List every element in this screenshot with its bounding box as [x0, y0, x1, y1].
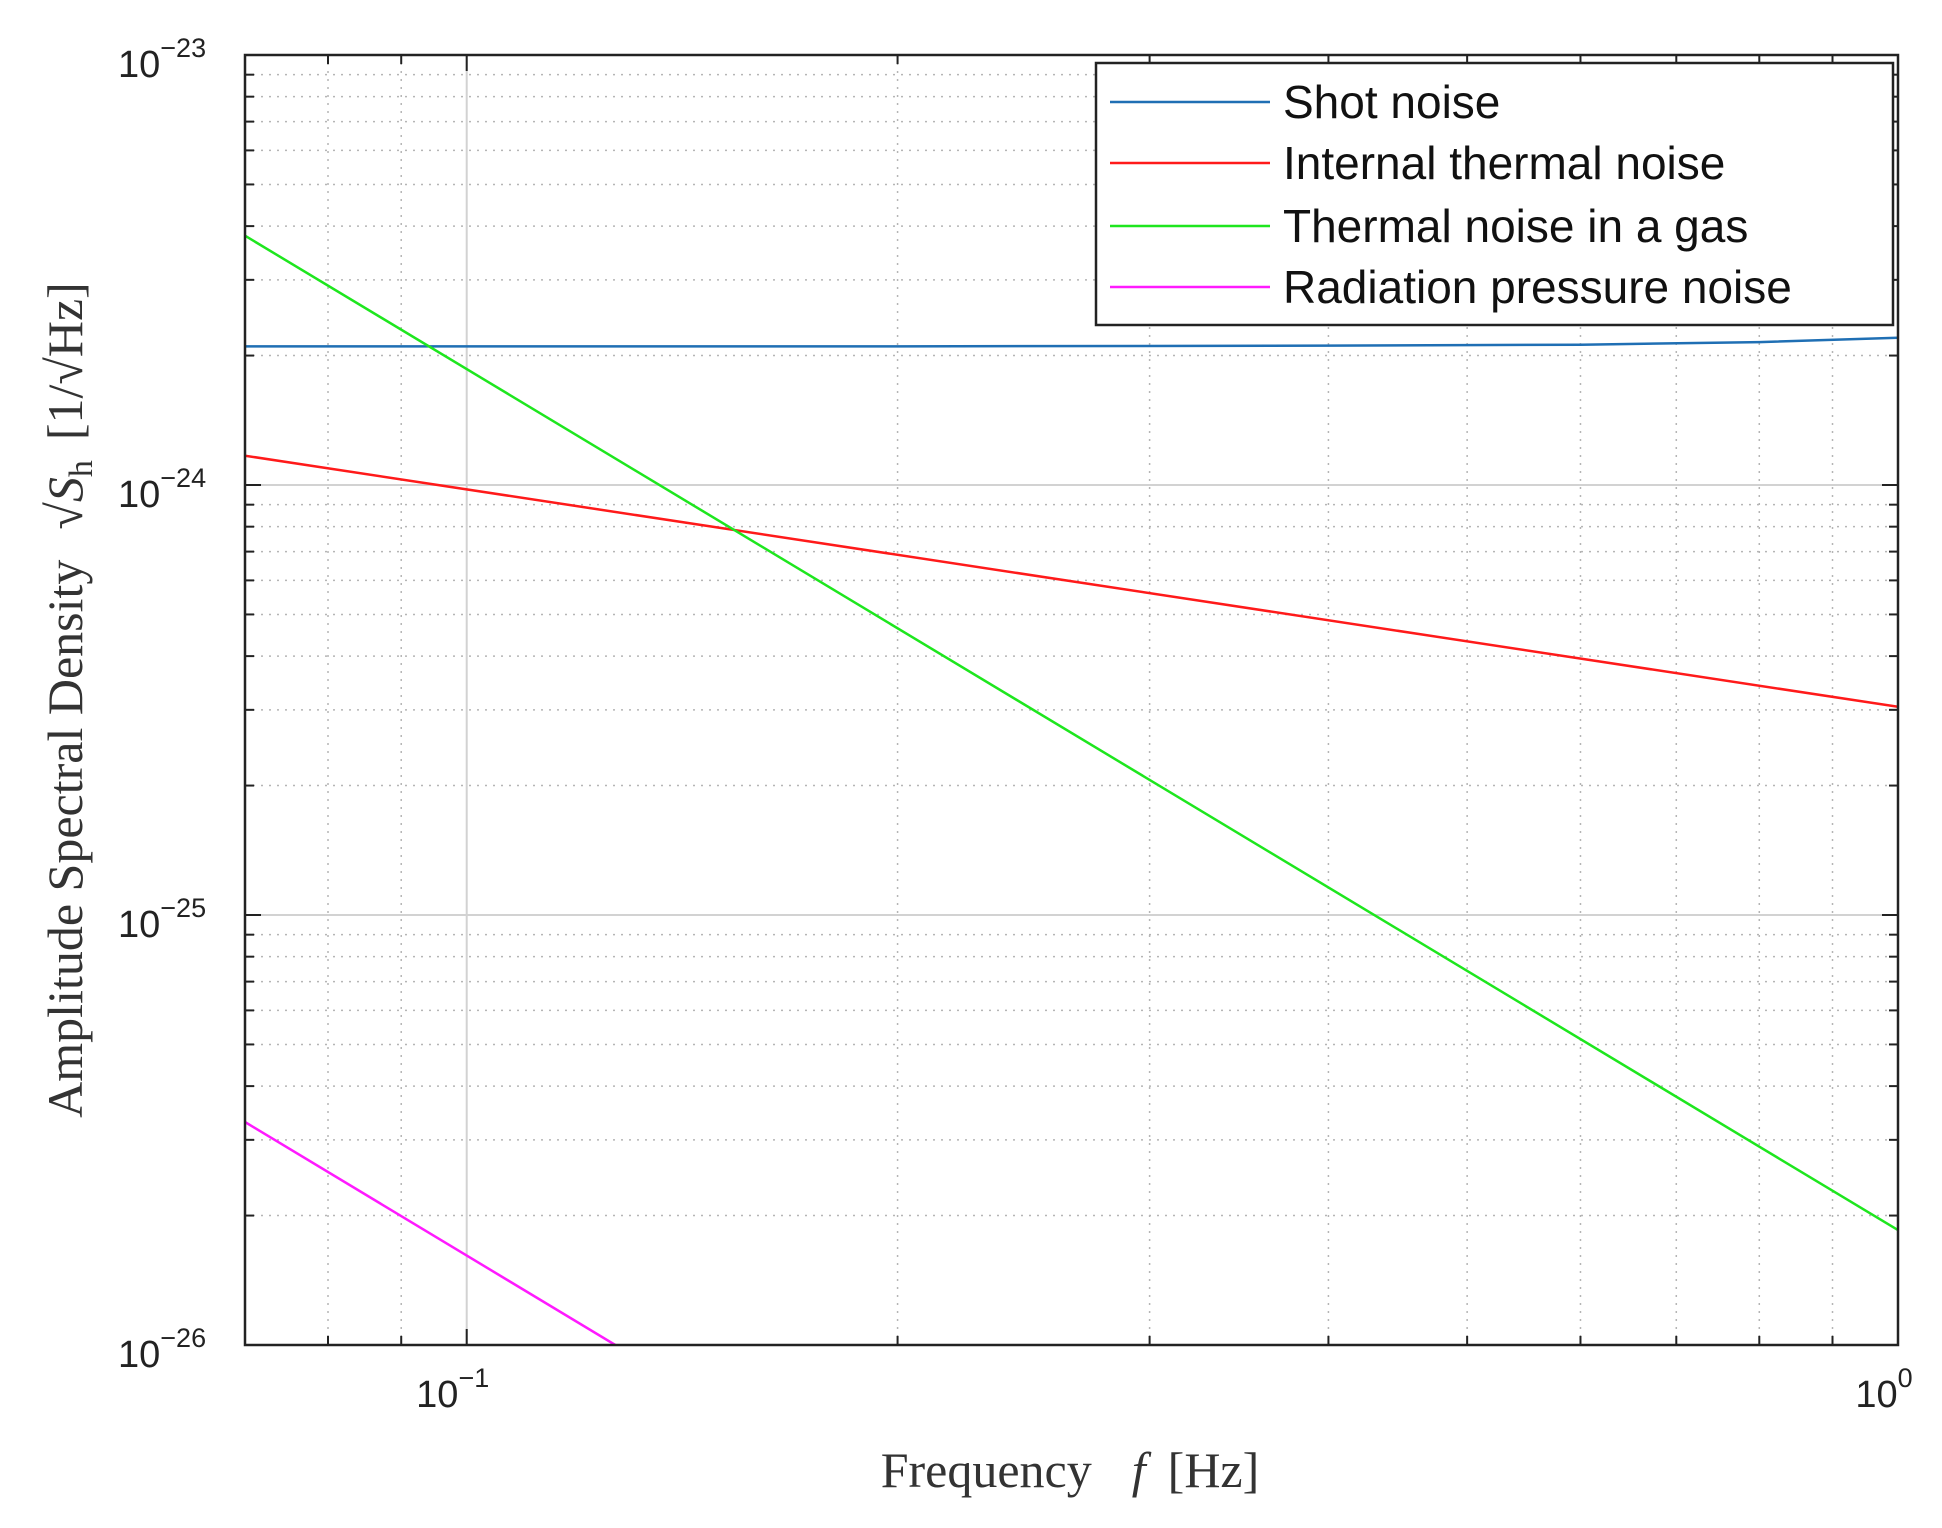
legend-entry-thermal-noise-in-a-gas: Thermal noise in a gas [1110, 200, 1748, 252]
y-tick-label-base: 10 [118, 44, 160, 86]
legend-box [1094, 61, 1895, 327]
y-axis-title: Amplitude Spectral Density √Sh [1/√Hz] [37, 282, 100, 1118]
plot-area-frame [243, 53, 1900, 1347]
legend-label-thermal-noise-in-a-gas: Thermal noise in a gas [1283, 200, 1748, 252]
x-tick-label-exponent: 0 [1898, 1363, 1913, 1393]
legend-label-radiation-pressure-noise: Radiation pressure noise [1283, 261, 1792, 313]
series-line-thermal-noise-in-a-gas [245, 234, 1898, 1232]
x-axis-title-unit: [Hz] [1168, 1442, 1260, 1498]
y-tick-label-exponent: −24 [160, 463, 206, 493]
x-tick-label-exponent: −1 [458, 1363, 489, 1393]
x-tick-label-base: 10 [1855, 1374, 1897, 1416]
legend-label-shot-noise: Shot noise [1283, 76, 1500, 128]
y-tick-label-base: 10 [118, 474, 160, 516]
series-line-shot-noise [245, 336, 1898, 348]
x-axis-title: Frequency f [Hz] [881, 1442, 1260, 1498]
x-axis-title-text: Frequency [881, 1442, 1092, 1498]
plot-lines [245, 234, 1898, 1345]
y-tick-label: 10−24 [118, 463, 206, 516]
y-tick-label-exponent: −25 [160, 893, 206, 923]
legend-entry-shot-noise: Shot noise [1110, 76, 1500, 128]
legend: Shot noise Internal thermal noise Therma… [1094, 61, 1895, 327]
series-line-radiation-pressure-noise [245, 1120, 616, 1345]
axis-ticks [245, 54, 1899, 1346]
y-tick-label: 10−25 [118, 893, 206, 946]
legend-entry-radiation-pressure-noise: Radiation pressure noise [1110, 261, 1792, 313]
x-tick-label: 10−1 [416, 1363, 489, 1416]
x-tick-label: 100 [1855, 1363, 1912, 1416]
y-tick-label-exponent: −26 [160, 1323, 206, 1353]
legend-entry-internal-thermal-noise: Internal thermal noise [1110, 137, 1725, 189]
y-tick-label-base: 10 [118, 904, 160, 946]
y-tick-label-base: 10 [118, 1334, 160, 1376]
y-axis-title-subscript: h [63, 460, 100, 477]
y-tick-label-exponent: −23 [160, 33, 206, 63]
y-tick-label: 10−26 [118, 1323, 206, 1376]
y-axis-title-symbol: √S [37, 477, 93, 529]
y-axis-title-unit: [1/√Hz] [37, 282, 93, 440]
series-line-internal-thermal-noise [245, 454, 1898, 709]
y-tick-label: 10−23 [118, 33, 206, 86]
y-axis-title-text: Amplitude Spectral Density [37, 560, 93, 1118]
x-tick-label-base: 10 [416, 1374, 458, 1416]
legend-label-internal-thermal-noise: Internal thermal noise [1283, 137, 1725, 189]
